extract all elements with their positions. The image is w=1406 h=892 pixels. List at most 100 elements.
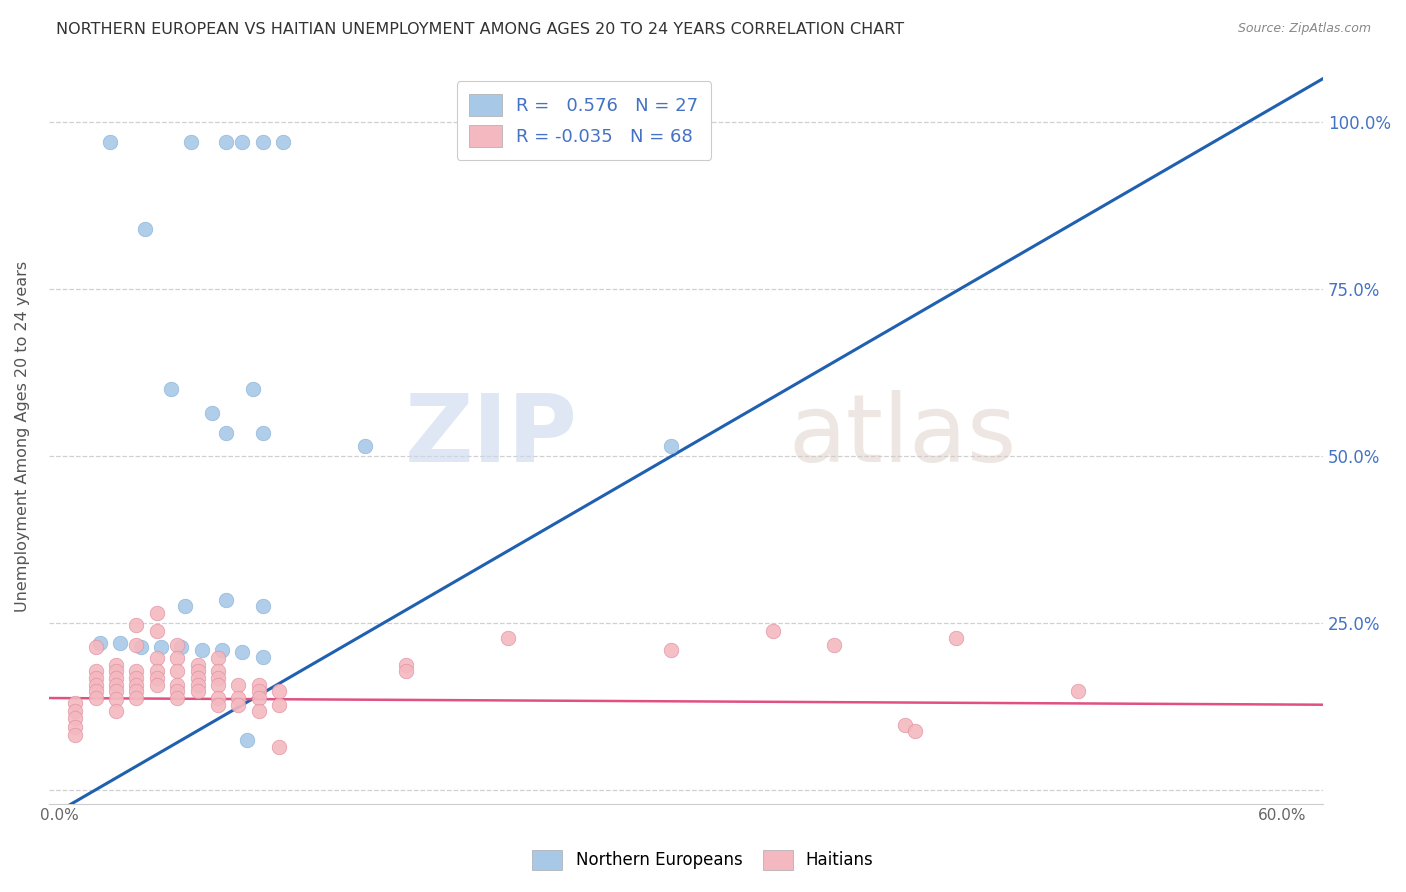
- Point: [394, 665, 416, 679]
- Point: [84, 665, 107, 679]
- Point: [269, 684, 291, 698]
- Y-axis label: Unemployment Among Ages 20 to 24 years: Unemployment Among Ages 20 to 24 years: [15, 260, 30, 612]
- Point: [65, 697, 87, 711]
- Legend: Northern Europeans, Haitians: Northern Europeans, Haitians: [526, 843, 880, 877]
- Point: [149, 640, 172, 654]
- Point: [187, 657, 209, 672]
- Point: [211, 643, 233, 657]
- Point: [125, 638, 148, 652]
- Point: [105, 671, 128, 685]
- Point: [146, 678, 169, 692]
- Point: [65, 705, 87, 719]
- Point: [65, 711, 87, 725]
- Point: [353, 439, 375, 453]
- Point: [823, 638, 845, 652]
- Point: [247, 705, 270, 719]
- Point: [65, 729, 87, 743]
- Point: [394, 657, 416, 672]
- Point: [160, 382, 183, 396]
- Point: [228, 691, 250, 706]
- Point: [166, 678, 188, 692]
- Point: [215, 135, 238, 149]
- Point: [247, 684, 270, 698]
- Point: [187, 678, 209, 692]
- Point: [187, 671, 209, 685]
- Point: [271, 135, 294, 149]
- Point: [125, 665, 148, 679]
- Point: [207, 665, 229, 679]
- Point: [134, 222, 156, 236]
- Point: [187, 665, 209, 679]
- Point: [98, 135, 121, 149]
- Point: [166, 691, 188, 706]
- Point: [108, 636, 131, 650]
- Point: [190, 643, 212, 657]
- Point: [125, 684, 148, 698]
- Point: [125, 691, 148, 706]
- Point: [215, 425, 238, 440]
- Text: Source: ZipAtlas.com: Source: ZipAtlas.com: [1237, 22, 1371, 36]
- Point: [659, 439, 682, 453]
- Point: [170, 640, 193, 654]
- Point: [125, 671, 148, 685]
- Point: [174, 599, 197, 614]
- Point: [84, 684, 107, 698]
- Point: [187, 684, 209, 698]
- Point: [228, 698, 250, 712]
- Point: [207, 671, 229, 685]
- Point: [904, 724, 927, 739]
- Point: [166, 638, 188, 652]
- Point: [166, 665, 188, 679]
- Point: [166, 684, 188, 698]
- Point: [269, 698, 291, 712]
- Point: [1067, 684, 1090, 698]
- Point: [146, 606, 169, 620]
- Point: [252, 649, 274, 664]
- Legend: R =   0.576   N = 27, R = -0.035   N = 68: R = 0.576 N = 27, R = -0.035 N = 68: [457, 81, 711, 160]
- Point: [105, 692, 128, 706]
- Point: [247, 678, 270, 692]
- Point: [207, 678, 229, 692]
- Point: [762, 624, 785, 639]
- Point: [146, 624, 169, 639]
- Point: [129, 640, 152, 654]
- Point: [105, 678, 128, 692]
- Text: atlas: atlas: [787, 390, 1017, 482]
- Point: [252, 425, 274, 440]
- Point: [84, 678, 107, 692]
- Text: NORTHERN EUROPEAN VS HAITIAN UNEMPLOYMENT AMONG AGES 20 TO 24 YEARS CORRELATION : NORTHERN EUROPEAN VS HAITIAN UNEMPLOYMEN…: [56, 22, 904, 37]
- Point: [231, 135, 253, 149]
- Point: [105, 705, 128, 719]
- Point: [207, 651, 229, 665]
- Point: [231, 645, 253, 659]
- Point: [207, 691, 229, 706]
- Point: [146, 651, 169, 665]
- Point: [207, 698, 229, 712]
- Point: [84, 691, 107, 706]
- Point: [247, 691, 270, 706]
- Point: [105, 657, 128, 672]
- Point: [125, 678, 148, 692]
- Point: [146, 665, 169, 679]
- Point: [180, 135, 202, 149]
- Point: [146, 671, 169, 685]
- Point: [894, 718, 917, 732]
- Point: [201, 406, 224, 420]
- Point: [166, 651, 188, 665]
- Point: [269, 739, 291, 754]
- Point: [235, 733, 257, 747]
- Point: [89, 636, 111, 650]
- Point: [84, 671, 107, 685]
- Point: [105, 665, 128, 679]
- Point: [215, 592, 238, 607]
- Point: [496, 631, 519, 645]
- Point: [105, 684, 128, 698]
- Point: [659, 643, 682, 657]
- Point: [228, 678, 250, 692]
- Point: [945, 631, 967, 645]
- Point: [252, 599, 274, 614]
- Point: [125, 617, 148, 632]
- Point: [65, 720, 87, 734]
- Point: [242, 382, 264, 396]
- Text: ZIP: ZIP: [405, 390, 578, 482]
